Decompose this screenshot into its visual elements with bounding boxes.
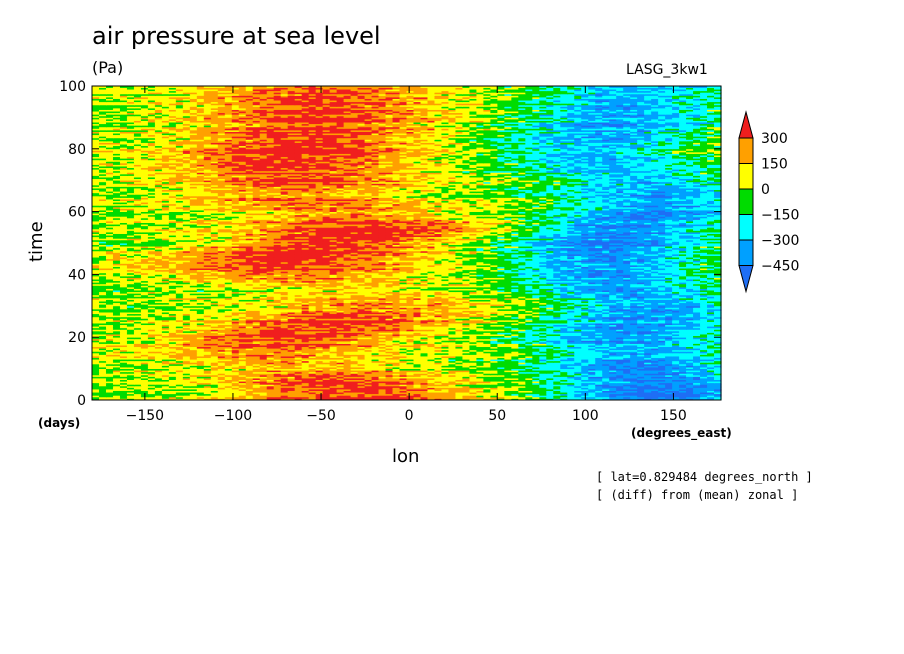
heatmap-field xyxy=(92,86,722,400)
hovmoller-chart: −150 −100 −50 0 50 100 150 020406080100 300150… xyxy=(0,0,904,654)
